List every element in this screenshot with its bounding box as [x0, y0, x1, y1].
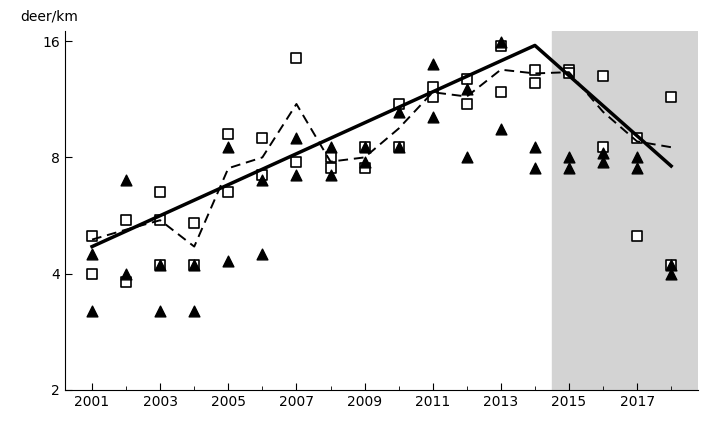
Point [154, 262, 166, 269]
Point [120, 279, 132, 286]
Point [291, 158, 302, 165]
Point [291, 134, 302, 141]
Point [598, 150, 609, 157]
Point [325, 154, 336, 161]
Point [222, 258, 234, 265]
Point [529, 66, 541, 73]
Point [665, 270, 677, 277]
Point [427, 113, 438, 120]
Point [325, 144, 336, 151]
Point [631, 233, 643, 240]
Point [393, 144, 405, 151]
Point [665, 262, 677, 269]
Point [563, 66, 575, 73]
Point [86, 233, 98, 240]
Point [631, 134, 643, 141]
Point [291, 171, 302, 179]
Point [325, 171, 336, 179]
Point [189, 262, 200, 269]
Point [222, 130, 234, 137]
Bar [552, 31, 698, 390]
Point [393, 101, 405, 108]
Point [529, 79, 541, 86]
Point [563, 165, 575, 172]
Point [427, 60, 438, 67]
Point [86, 250, 98, 257]
Text: deer/km: deer/km [20, 10, 78, 24]
Point [359, 165, 370, 172]
Point [359, 144, 370, 151]
Point [427, 83, 438, 90]
Point [461, 86, 472, 93]
Point [256, 250, 268, 257]
Point [461, 154, 472, 161]
Point [563, 70, 575, 77]
Point [86, 307, 98, 315]
Point [189, 307, 200, 315]
Point [529, 144, 541, 151]
Point [291, 54, 302, 61]
Point [189, 262, 200, 269]
Point [120, 270, 132, 277]
Point [222, 189, 234, 196]
Point [665, 262, 677, 269]
Point [154, 262, 166, 269]
Point [359, 158, 370, 165]
Point [393, 108, 405, 115]
Point [86, 270, 98, 277]
Point [461, 75, 472, 82]
Point [598, 158, 609, 165]
Point [359, 144, 370, 151]
Point [325, 165, 336, 172]
Point [495, 39, 507, 46]
Point [222, 144, 234, 151]
Point [563, 154, 575, 161]
Point [256, 134, 268, 141]
Point [495, 43, 507, 50]
Point [189, 220, 200, 227]
Point [631, 154, 643, 161]
Point [598, 144, 609, 151]
Point [598, 73, 609, 80]
Point [256, 171, 268, 179]
Point [154, 307, 166, 315]
Point [154, 217, 166, 224]
Point [461, 101, 472, 108]
Point [495, 125, 507, 132]
Point [631, 165, 643, 172]
Point [120, 217, 132, 224]
Point [427, 93, 438, 100]
Point [120, 176, 132, 183]
Point [495, 89, 507, 96]
Point [256, 176, 268, 183]
Point [665, 93, 677, 100]
Point [529, 165, 541, 172]
Point [154, 189, 166, 196]
Point [393, 144, 405, 151]
